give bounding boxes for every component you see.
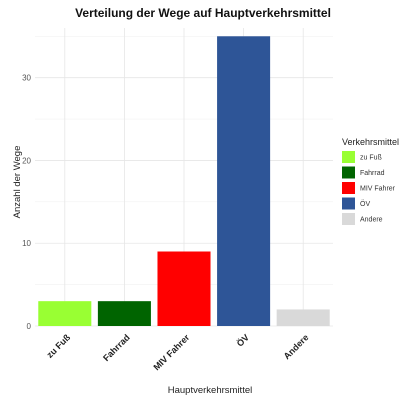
legend-swatch	[342, 166, 355, 179]
chart-title: Verteilung der Wege auf Hauptverkehrsmit…	[75, 6, 331, 20]
legend-swatch	[342, 197, 355, 210]
bar	[38, 301, 92, 326]
y-tick-labels: 0 10 20 30	[22, 74, 31, 331]
bar	[276, 309, 330, 326]
bars	[38, 36, 330, 327]
legend-label: zu Fuß	[360, 155, 382, 162]
legend-label: Fahrrad	[360, 170, 385, 177]
legend-swatch	[342, 213, 355, 225]
bar	[97, 301, 151, 326]
bar	[217, 36, 271, 327]
y-axis-title: Anzahl der Wege	[12, 146, 23, 219]
y-tick-label: 30	[22, 74, 31, 83]
x-axis-title: Hauptverkehrsmittel	[168, 385, 252, 396]
y-tick-label: 10	[22, 239, 31, 248]
legend-swatch	[342, 151, 355, 163]
y-tick-label: 20	[22, 156, 31, 165]
y-tick-label: 0	[27, 322, 32, 331]
legend-title: Verkehrsmittel	[342, 137, 399, 147]
bar	[157, 251, 211, 326]
legend-swatch	[342, 182, 355, 194]
legend: Verkehrsmittel zu Fuß Fahrrad MIV Fahrer ÖV…	[342, 137, 399, 225]
legend-label: Andere	[360, 217, 383, 224]
legend-label: ÖV	[360, 200, 370, 208]
legend-label: MIV Fahrer	[360, 186, 396, 193]
